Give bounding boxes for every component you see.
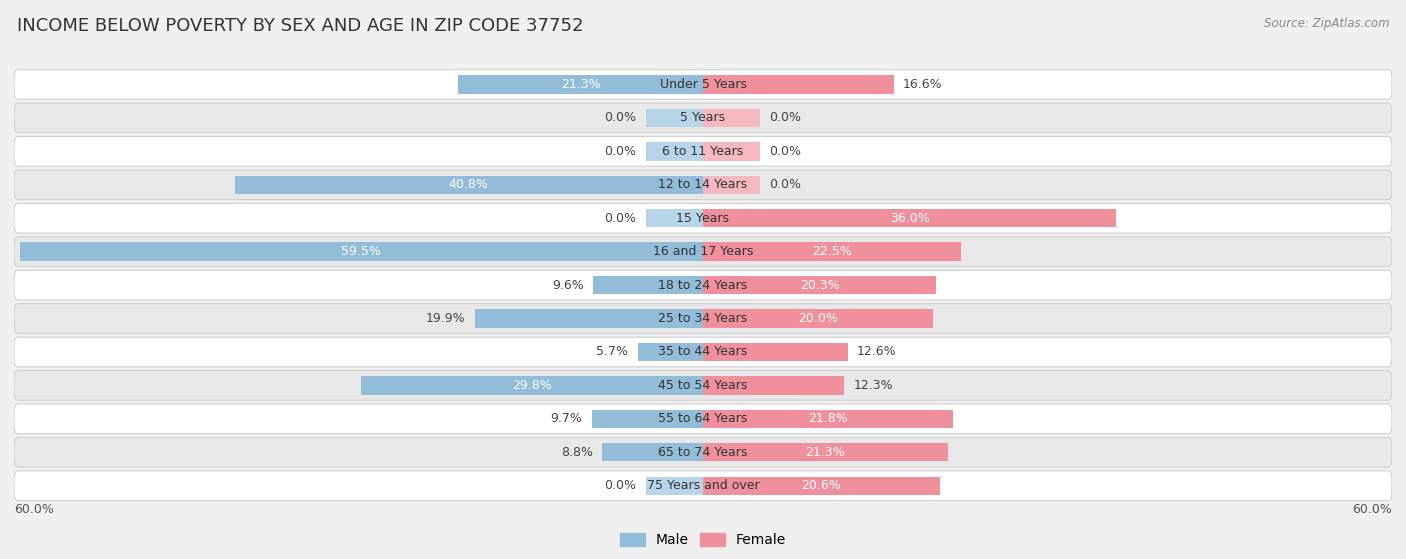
Bar [703, 343, 848, 361]
Text: 59.5%: 59.5% [342, 245, 381, 258]
FancyBboxPatch shape [14, 271, 1392, 300]
Text: 60.0%: 60.0% [1353, 503, 1392, 516]
Text: 0.0%: 0.0% [769, 111, 801, 125]
Bar [637, 343, 703, 361]
Text: 29.8%: 29.8% [512, 379, 551, 392]
FancyBboxPatch shape [14, 103, 1392, 132]
FancyBboxPatch shape [14, 404, 1392, 434]
Bar [703, 443, 948, 462]
Bar [703, 376, 844, 395]
Bar [645, 476, 703, 495]
Text: 12.3%: 12.3% [853, 379, 893, 392]
Bar [645, 108, 703, 127]
FancyBboxPatch shape [14, 371, 1392, 400]
Text: 45 to 54 Years: 45 to 54 Years [658, 379, 748, 392]
Text: 16.6%: 16.6% [903, 78, 942, 91]
FancyBboxPatch shape [14, 70, 1392, 100]
Text: 65 to 74 Years: 65 to 74 Years [658, 446, 748, 459]
Text: 20.3%: 20.3% [800, 278, 839, 292]
Text: 0.0%: 0.0% [605, 111, 637, 125]
Text: 20.6%: 20.6% [801, 479, 841, 492]
Text: 0.0%: 0.0% [769, 145, 801, 158]
Text: 25 to 34 Years: 25 to 34 Years [658, 312, 748, 325]
Text: 8.8%: 8.8% [561, 446, 593, 459]
Text: Source: ZipAtlas.com: Source: ZipAtlas.com [1264, 17, 1389, 30]
FancyBboxPatch shape [14, 237, 1392, 267]
Text: 19.9%: 19.9% [426, 312, 465, 325]
Text: 16 and 17 Years: 16 and 17 Years [652, 245, 754, 258]
Text: 36.0%: 36.0% [890, 212, 929, 225]
Text: 5 Years: 5 Years [681, 111, 725, 125]
Bar [458, 75, 703, 94]
FancyBboxPatch shape [14, 304, 1392, 333]
Bar [593, 276, 703, 294]
Text: 5.7%: 5.7% [596, 345, 628, 358]
Text: 9.6%: 9.6% [551, 278, 583, 292]
FancyBboxPatch shape [14, 337, 1392, 367]
FancyBboxPatch shape [14, 438, 1392, 467]
Text: 75 Years and over: 75 Years and over [647, 479, 759, 492]
Text: 21.3%: 21.3% [806, 446, 845, 459]
Text: Under 5 Years: Under 5 Years [659, 78, 747, 91]
Bar [703, 243, 962, 261]
Text: 21.3%: 21.3% [561, 78, 600, 91]
Text: 22.5%: 22.5% [813, 245, 852, 258]
Text: 0.0%: 0.0% [769, 178, 801, 191]
Text: 0.0%: 0.0% [605, 479, 637, 492]
FancyBboxPatch shape [14, 203, 1392, 233]
Legend: Male, Female: Male, Female [614, 528, 792, 553]
Text: 6 to 11 Years: 6 to 11 Years [662, 145, 744, 158]
Text: 0.0%: 0.0% [605, 212, 637, 225]
Bar [474, 309, 703, 328]
Bar [703, 209, 1116, 228]
Bar [703, 142, 761, 160]
Text: 35 to 44 Years: 35 to 44 Years [658, 345, 748, 358]
Text: 12.6%: 12.6% [856, 345, 897, 358]
Text: INCOME BELOW POVERTY BY SEX AND AGE IN ZIP CODE 37752: INCOME BELOW POVERTY BY SEX AND AGE IN Z… [17, 17, 583, 35]
Bar [703, 108, 761, 127]
Text: 20.0%: 20.0% [797, 312, 838, 325]
Bar [703, 75, 894, 94]
Bar [361, 376, 703, 395]
Bar [592, 410, 703, 428]
Text: 40.8%: 40.8% [449, 178, 489, 191]
Bar [235, 176, 703, 194]
Text: 55 to 64 Years: 55 to 64 Years [658, 413, 748, 425]
FancyBboxPatch shape [14, 136, 1392, 166]
Bar [645, 142, 703, 160]
FancyBboxPatch shape [14, 471, 1392, 500]
Bar [602, 443, 703, 462]
Text: 21.8%: 21.8% [808, 413, 848, 425]
Bar [20, 243, 703, 261]
FancyBboxPatch shape [14, 170, 1392, 200]
Text: 0.0%: 0.0% [605, 145, 637, 158]
Text: 15 Years: 15 Years [676, 212, 730, 225]
Text: 9.7%: 9.7% [551, 413, 582, 425]
Text: 18 to 24 Years: 18 to 24 Years [658, 278, 748, 292]
Text: 12 to 14 Years: 12 to 14 Years [658, 178, 748, 191]
Bar [645, 209, 703, 228]
Bar [703, 476, 939, 495]
Bar [703, 276, 936, 294]
Bar [703, 176, 761, 194]
Text: 60.0%: 60.0% [14, 503, 53, 516]
Bar [703, 309, 932, 328]
Bar [703, 410, 953, 428]
